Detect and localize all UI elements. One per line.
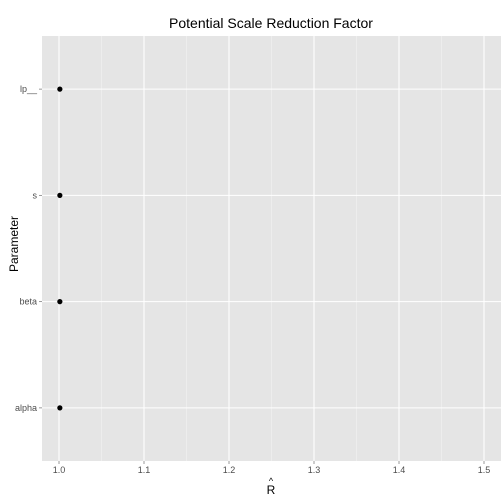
x-tick-label: 1.2: [223, 465, 236, 475]
y-tick-label: alpha: [15, 403, 37, 413]
data-points: [57, 86, 63, 411]
chart-title: Potential Scale Reduction Factor: [169, 15, 373, 31]
data-point: [57, 299, 63, 305]
y-axis-ticks: lp__s beta alpha: [15, 84, 42, 413]
y-tick-label: beta: [19, 297, 37, 307]
y-tick-label: lp__: [20, 84, 38, 94]
x-tick-label: 1.4: [393, 465, 406, 475]
x-tick-label: 1.1: [138, 465, 151, 475]
data-point: [57, 405, 63, 411]
data-point: [57, 86, 63, 92]
data-point: [57, 192, 63, 198]
x-tick-label: 1.5: [478, 465, 491, 475]
x-axis-title-hat: ^: [269, 476, 274, 486]
x-axis-ticks: 1.0 1.1 1.2 1.3 1.4 1.5: [53, 461, 491, 475]
y-axis-title: Parameter: [7, 216, 21, 272]
x-axis-title: R: [267, 483, 276, 497]
y-tick-label: s: [33, 190, 38, 200]
major-grid: [42, 36, 501, 461]
x-tick-label: 1.3: [308, 465, 321, 475]
x-tick-label: 1.0: [53, 465, 66, 475]
minor-grid: [101, 36, 442, 461]
